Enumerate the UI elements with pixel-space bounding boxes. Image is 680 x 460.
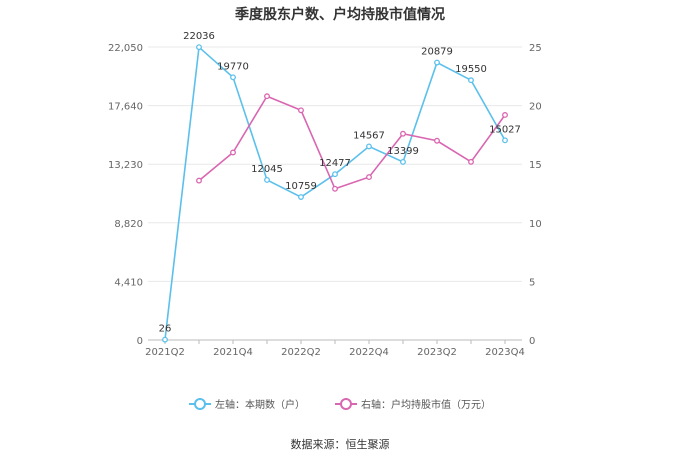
data-point-right — [502, 112, 508, 118]
data-point-right — [332, 185, 338, 192]
left-axis-tick-label: 4,410 — [114, 277, 143, 288]
x-axis-tick-label: 2021Q2 — [145, 347, 185, 358]
data-point-left — [400, 159, 406, 165]
data-point-left — [298, 194, 304, 200]
data-point-left — [332, 171, 338, 178]
data-label: 26 — [159, 324, 172, 335]
x-axis-tick-label: 2023Q4 — [485, 347, 525, 358]
data-label: 22036 — [183, 31, 215, 42]
data-point-left — [502, 137, 508, 144]
legend-line-marker-icon — [335, 397, 357, 410]
data-point-left — [264, 176, 270, 183]
x-axis-tick-label: 2023Q2 — [417, 347, 457, 358]
right-axis-tick-label: 20 — [529, 102, 542, 113]
x-axis-tick-label: 2022Q4 — [349, 347, 389, 358]
data-label: 14567 — [353, 130, 385, 141]
legend-label-left: 左轴：本期数（户） — [215, 400, 305, 411]
data-point-left — [468, 77, 474, 84]
left-axis-tick-label: 22,050 — [108, 43, 143, 54]
right-axis-tick-label: 25 — [529, 43, 542, 54]
data-label: 20879 — [421, 47, 453, 58]
data-point-left — [366, 143, 372, 150]
data-point-right — [400, 130, 406, 137]
x-axis-tick-label: 2021Q4 — [213, 347, 253, 358]
data-label: 15027 — [489, 124, 521, 135]
right-axis-tick-label: 10 — [529, 219, 542, 230]
legend-item-right-series[interactable]: 右轴：户均持股市值（万元） — [335, 396, 491, 411]
right-axis-tick-label: 15 — [529, 160, 542, 171]
left-axis-tick-label: 8,820 — [114, 219, 143, 230]
chart-title: 季度股东户数、户均持股市值情况 — [235, 7, 445, 23]
axis-layer: 0 4,410 8,820 13,230 17,640 22,050 0 5 10 15 20 25 2… — [108, 43, 542, 358]
data-label: 10759 — [285, 181, 317, 192]
data-point-left — [434, 59, 440, 66]
right-axis-tick-label: 5 — [529, 277, 535, 288]
data-point-left — [196, 44, 202, 51]
series-line-right — [198, 95, 506, 190]
data-label: 12477 — [319, 158, 351, 169]
data-point-left — [230, 74, 236, 81]
data-source: 数据来源：恒生聚源 — [290, 438, 390, 451]
legend-item-left-series[interactable]: 左轴：本期数（户） — [189, 396, 305, 411]
data-label: 13399 — [387, 146, 419, 157]
x-axis-tick-label: 2022Q2 — [281, 347, 321, 358]
data-point-left — [162, 336, 168, 343]
right-axis-tick-label: 0 — [529, 336, 535, 347]
left-axis-tick-label: 13,230 — [108, 160, 143, 171]
legend-label-right: 右轴：户均持股市值（万元） — [361, 400, 491, 411]
legend: 左轴：本期数（户） 右轴：户均持股市值（万元） — [0, 396, 680, 411]
left-axis-tick-label: 0 — [137, 336, 143, 347]
data-label: 12045 — [251, 164, 283, 175]
data-label: 19770 — [217, 61, 249, 72]
data-point-right — [230, 149, 236, 156]
series-line-left — [164, 45, 506, 340]
data-point-right — [196, 177, 202, 184]
data-point-right — [298, 107, 304, 114]
legend-line-marker-icon — [189, 397, 211, 410]
data-point-right — [434, 137, 440, 144]
data-point-right — [366, 174, 372, 181]
grid-layer — [148, 46, 522, 282]
data-label: 19550 — [455, 64, 487, 75]
data-point-right — [264, 93, 270, 100]
series-layer — [162, 44, 508, 343]
left-axis-tick-label: 17,640 — [108, 102, 143, 113]
data-point-right — [468, 158, 474, 165]
